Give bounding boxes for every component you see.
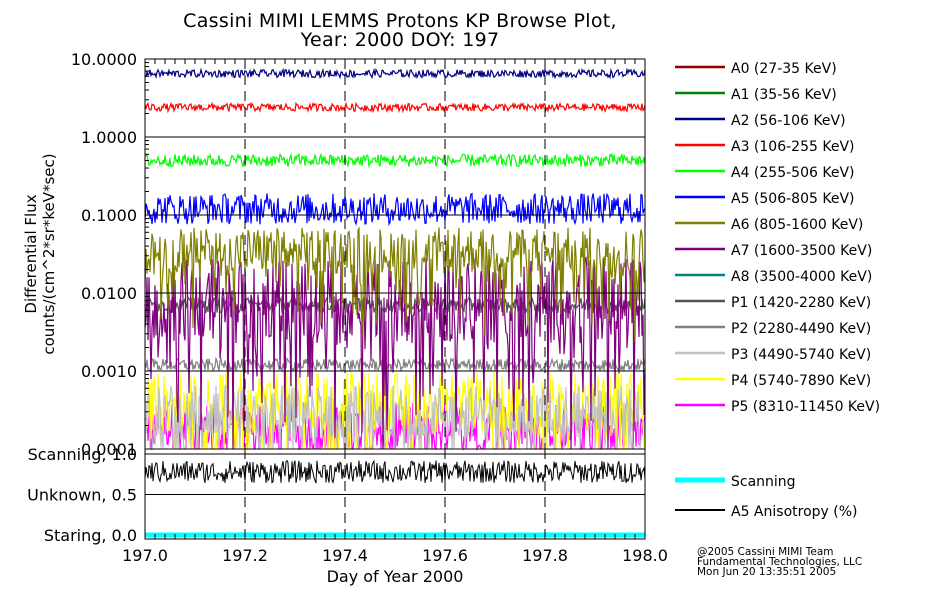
y-tick-label: 0.1000 — [81, 206, 137, 225]
mode-tick-label: Scanning, 1.0 — [28, 445, 137, 464]
legend-label: A1 (35-56 KeV) — [731, 87, 837, 103]
x-tick-label: 197.8 — [522, 546, 568, 565]
credit-team: @2005 Cassini MIMI Team — [697, 546, 834, 558]
series-line-a2 — [144, 67, 646, 80]
credit-date: Mon Jun 20 13:35:51 2005 — [697, 566, 837, 578]
legend-label: P2 (2280-4490 KeV) — [731, 321, 871, 337]
x-axis-label: Day of Year 2000 — [327, 567, 464, 586]
series-line-p3 — [144, 384, 646, 450]
y-tick-label: 1.0000 — [81, 128, 137, 147]
legend-label: P3 (4490-5740 KeV) — [731, 347, 871, 363]
legend-label: A3 (106-255 KeV) — [731, 139, 854, 155]
y-tick-label: 10.0000 — [71, 50, 137, 69]
mode-tick-label: Staring, 0.0 — [44, 526, 137, 545]
x-tick-label: 197.2 — [222, 546, 268, 565]
chart-title: Cassini MIMI LEMMS Protons KP Browse Plo… — [183, 10, 617, 32]
legend-label: P1 (1420-2280 KeV) — [731, 295, 871, 311]
legend-label: Scanning — [731, 474, 796, 490]
y-tick-label: 0.0001 — [81, 440, 137, 459]
legend-label: A6 (805-1600 KeV) — [731, 217, 863, 233]
series-line-a4 — [145, 152, 646, 169]
series-line-a7 — [144, 256, 646, 450]
legend-label: A5 (506-805 KeV) — [731, 191, 854, 207]
legend-label: A4 (255-506 KeV) — [731, 165, 854, 181]
y-axis-label-units: counts/(cm^2*sr*keV*sec) — [40, 153, 58, 354]
legend-label: A0 (27-35 KeV) — [731, 61, 837, 77]
legend-label: P5 (8310-11450 KeV) — [731, 399, 880, 415]
legend-label: A8 (3500-4000 KeV) — [731, 269, 872, 285]
x-tick-label: 198.0 — [622, 546, 668, 565]
legend-label: P4 (5740-7890 KeV) — [731, 373, 871, 389]
x-tick-label: 197.6 — [422, 546, 468, 565]
chart-subtitle: Year: 2000 DOY: 197 — [300, 29, 500, 51]
legend-label: A2 (56-106 KeV) — [731, 113, 846, 129]
legend-label: A5 Anisotropy (%) — [731, 504, 858, 520]
mode-tick-label: Unknown, 0.5 — [27, 486, 137, 505]
legend-label: A7 (1600-3500 KeV) — [731, 243, 872, 259]
y-tick-label: 0.0010 — [81, 362, 137, 381]
x-tick-label: 197.0 — [122, 546, 168, 565]
series-line-a3 — [144, 101, 646, 114]
series-line-a6 — [144, 226, 646, 342]
credit-company: Fundamental Technologies, LLC — [697, 556, 863, 568]
series-line-a5 — [144, 192, 646, 227]
x-tick-label: 197.4 — [322, 546, 368, 565]
series-line-anisotropy — [144, 459, 646, 484]
y-tick-label: 0.0100 — [81, 284, 137, 303]
y-axis-label: Differential Flux — [22, 194, 40, 313]
